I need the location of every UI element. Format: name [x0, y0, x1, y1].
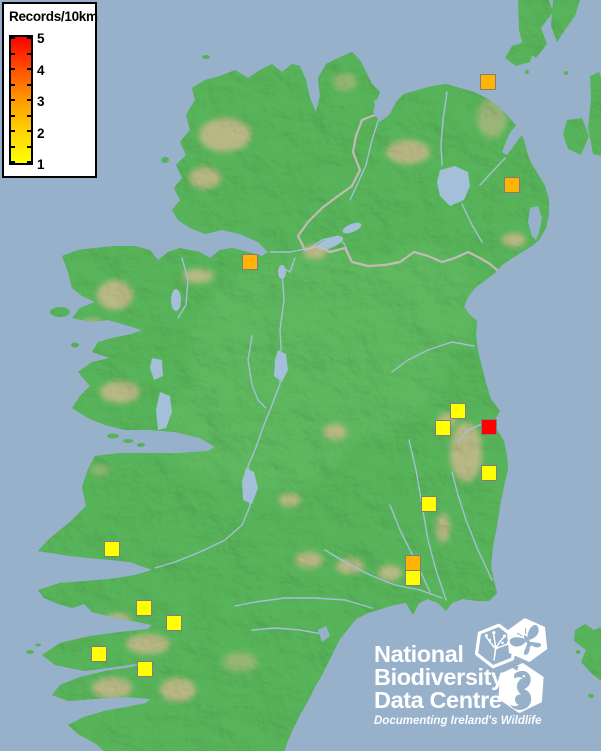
legend-tick [27, 53, 31, 55]
legend-tick [27, 37, 31, 39]
legend: Records/10km 5 4 3 2 1 [2, 2, 98, 178]
legend-tick [27, 161, 31, 163]
central-lowlands [165, 245, 480, 490]
legend-tick [27, 115, 31, 117]
logo-line-3: Data Centre [374, 687, 502, 713]
legend-tick-label: 2 [37, 125, 45, 141]
legend-tick-label: 5 [37, 31, 45, 46]
logo-line-2: Biodiversity [374, 664, 504, 690]
ireland-landmass [38, 52, 549, 751]
wales-landmass [574, 624, 601, 698]
butterfly-icon [506, 618, 548, 662]
logo-line-1: National [374, 641, 464, 667]
nbdc-logo: National Biodiversity Data Centre Docume… [374, 641, 542, 727]
legend-tick [11, 53, 15, 55]
seahorse-icon [498, 663, 544, 713]
logo-tagline: Documenting Ireland's Wildlife [374, 715, 542, 727]
legend-tick [11, 115, 15, 117]
logo-hexagons [474, 618, 548, 713]
legend-tick-label: 3 [37, 94, 45, 109]
small-islands [26, 42, 534, 654]
legend-tick-label: 1 [37, 157, 45, 172]
legend-tick [11, 146, 15, 148]
scotland-landmass [518, 0, 601, 156]
lakes [150, 166, 470, 504]
legend-tick [11, 161, 15, 163]
rivers-lakes [149, 91, 506, 635]
legend-tick [11, 84, 15, 86]
legend-tick [11, 130, 15, 132]
legend-tick [11, 99, 15, 101]
legend-title: Records/10km [9, 9, 98, 24]
legend-tick [11, 37, 15, 39]
legend-tick [27, 146, 31, 148]
legend-tick [27, 68, 31, 70]
legend-tick [11, 68, 15, 70]
legend-tick [27, 84, 31, 86]
ni-border-line [296, 98, 499, 272]
legend-tick [27, 130, 31, 132]
legend-tick-label: 4 [37, 62, 45, 78]
legend-tick [27, 99, 31, 101]
legend-gradient-bar [9, 35, 33, 165]
sea-inlets [318, 98, 542, 642]
